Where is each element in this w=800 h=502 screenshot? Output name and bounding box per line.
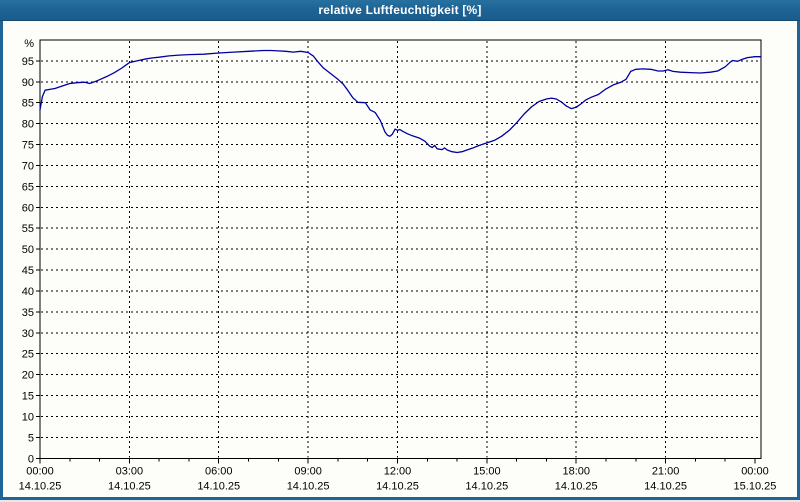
y-tick-label: 60 (22, 202, 34, 214)
y-tick-label: 80 (22, 119, 34, 131)
window-title: relative Luftfeuchtigkeit [%] (318, 3, 482, 17)
humidity-chart: 95908580757065605550454035302520151050%0… (19, 38, 777, 492)
x-tick-date-label: 14.10.25 (376, 480, 419, 492)
y-tick-label: 40 (22, 286, 34, 298)
y-tick-label: 0 (28, 453, 34, 465)
y-tick-label: 10 (22, 411, 34, 423)
y-tick-label: 5 (28, 432, 34, 444)
y-tick-label: 50 (22, 244, 34, 256)
y-tick-label: 25 (22, 349, 34, 361)
x-tick-date-label: 15.10.25 (734, 480, 777, 492)
humidity-line (39, 49, 761, 154)
y-tick-label: 90 (22, 77, 34, 89)
x-tick-time-label: 18:00 (562, 465, 590, 477)
x-tick-date-label: 14.10.25 (197, 480, 240, 492)
x-tick-time-label: 09:00 (294, 465, 322, 477)
x-tick-date-label: 14.10.25 (19, 480, 62, 492)
x-tick-date-label: 14.10.25 (465, 480, 508, 492)
x-tick-time-label: 06:00 (205, 465, 233, 477)
y-tick-label: 55 (22, 223, 34, 235)
y-tick-label: 30 (22, 328, 34, 340)
x-tick-time-label: 15:00 (473, 465, 501, 477)
y-axis-unit-label: % (24, 38, 34, 50)
y-tick-label: 20 (22, 370, 34, 382)
y-tick-label: 35 (22, 307, 34, 319)
x-tick-time-label: 21:00 (652, 465, 680, 477)
y-tick-label: 65 (22, 181, 34, 193)
x-tick-date-label: 14.10.25 (644, 480, 687, 492)
y-tick-label: 45 (22, 265, 34, 277)
x-tick-time-label: 00:00 (26, 465, 54, 477)
y-tick-label: 85 (22, 98, 34, 110)
x-tick-date-label: 14.10.25 (287, 480, 330, 492)
x-tick-time-label: 12:00 (384, 465, 412, 477)
x-tick-date-label: 14.10.25 (108, 480, 151, 492)
x-tick-time-label: 03:00 (116, 465, 144, 477)
y-tick-label: 70 (22, 160, 34, 172)
x-tick-time-label: 00:00 (741, 465, 769, 477)
x-tick-date-label: 14.10.25 (555, 480, 598, 492)
y-tick-label: 95 (22, 56, 34, 68)
window-titlebar: relative Luftfeuchtigkeit [%] (0, 0, 800, 21)
chart-content: 95 90 85 80 75 70 65 60 55 50 45 40 35 30 25 20 15 10 5 0% 0… (3, 21, 797, 497)
y-tick-label: 15 (22, 391, 34, 403)
y-tick-label: 75 (22, 140, 34, 152)
